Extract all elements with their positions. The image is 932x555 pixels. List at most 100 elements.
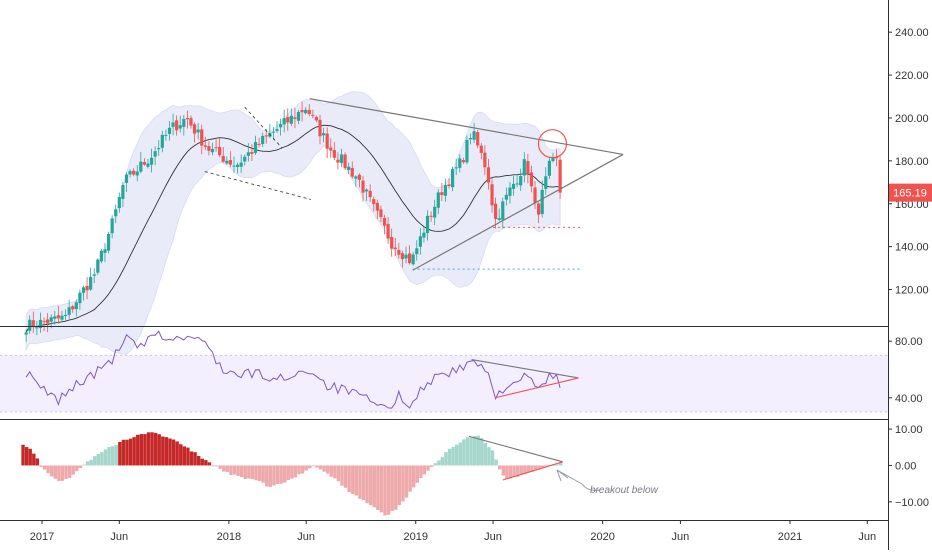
macd-histogram: [21, 432, 563, 516]
candle-body: [497, 218, 501, 220]
candle-body: [547, 160, 551, 176]
macd-bar: [329, 465, 333, 477]
macd-trendlines: [468, 435, 563, 481]
candle-body: [314, 117, 319, 121]
candle-body: [253, 141, 258, 153]
macd-bar: [394, 465, 398, 510]
rsi-trendline-grey: [471, 359, 579, 379]
macd-bar: [308, 465, 312, 469]
candle-body: [282, 118, 286, 125]
candle-body: [519, 175, 523, 186]
candle-body: [558, 159, 562, 193]
macd-bar: [189, 451, 194, 466]
macd-axis[interactable]: 10.00 0.00 −10.00: [888, 424, 929, 509]
candle-body: [483, 152, 487, 168]
macd-bar: [368, 465, 373, 506]
last-price-badge: 165.19: [889, 183, 932, 202]
macd-bar: [239, 465, 244, 478]
candle-body: [397, 249, 401, 255]
macd-bar: [110, 446, 115, 466]
macd-bar: [541, 465, 545, 468]
candle-body: [214, 147, 218, 149]
candle-body: [332, 150, 336, 158]
macd-bar: [530, 465, 534, 472]
rsi-trendlines: [471, 359, 579, 399]
macd-bar: [372, 465, 376, 508]
macd-bar: [386, 465, 391, 515]
candle-body: [67, 307, 71, 315]
candle-body: [433, 206, 437, 218]
candle-body: [293, 117, 297, 119]
candle-body: [361, 180, 365, 193]
macd-bar: [429, 465, 434, 468]
candle-body: [160, 134, 164, 148]
macd-bar: [57, 465, 61, 482]
macd-bar: [229, 465, 233, 476]
candle-body: [164, 134, 168, 136]
macd-bar: [544, 465, 548, 467]
macd-bar: [519, 465, 523, 475]
candle-body: [311, 114, 315, 116]
candle-body: [336, 159, 340, 163]
candle-body: [261, 135, 265, 145]
macd-pane[interactable]: breakout below: [21, 432, 659, 516]
candle-body: [63, 314, 68, 316]
candle-body: [182, 118, 186, 127]
macd-bar: [78, 465, 83, 468]
candle-body: [544, 176, 548, 189]
macd-bar: [494, 459, 498, 466]
macd-bar: [408, 465, 412, 492]
candle-body: [89, 276, 93, 290]
price-axis[interactable]: 120.00 140.00 160.00 180.00 200.00 220.00 240.…: [888, 27, 929, 297]
macd-bar: [171, 439, 176, 466]
macd-bar: [558, 462, 563, 466]
macd-bar: [107, 446, 111, 466]
candle-body: [218, 146, 222, 156]
macd-bar: [250, 465, 255, 480]
bollinger-band: [25, 91, 561, 355]
macd-bar: [193, 452, 197, 466]
macd-bar: [153, 432, 158, 466]
price-pane[interactable]: [24, 91, 624, 355]
macd-tick-label: 10.00: [895, 424, 923, 436]
time-axis[interactable]: 2017 Jun 2018 Jun 2019 Jun 2020 Jun 2021 Jun: [30, 520, 876, 543]
macd-bar: [50, 465, 54, 477]
candle-body: [142, 162, 146, 165]
candle-body: [246, 152, 250, 156]
macd-bar: [343, 465, 348, 488]
rsi-pane[interactable]: [0, 330, 888, 413]
time-tick-label: Jun: [484, 531, 502, 543]
candle-body: [400, 253, 405, 260]
macd-bar: [322, 465, 326, 472]
rsi-axis[interactable]: 40.00 80.00: [888, 336, 923, 405]
annotation-breakout-below: breakout below: [590, 485, 659, 496]
candle-body: [185, 118, 190, 120]
time-tick-label: 2021: [778, 531, 802, 543]
dashed-trendline: [204, 171, 311, 200]
time-tick-label: Jun: [297, 531, 315, 543]
macd-bar: [67, 465, 72, 479]
candle-body: [60, 315, 64, 320]
macd-bar: [247, 465, 251, 479]
macd-bar: [315, 465, 319, 468]
candle-body: [554, 157, 559, 159]
time-tick-label: Jun: [858, 531, 876, 543]
price-tick-label: 120.00: [895, 285, 929, 297]
macd-bar: [186, 447, 190, 466]
candle-body: [418, 236, 422, 247]
candle-body: [486, 167, 491, 183]
candle-body: [443, 185, 448, 196]
price-trendlines: [204, 98, 624, 271]
candle-body: [192, 124, 197, 134]
candle-body: [96, 259, 100, 273]
macd-bar: [257, 465, 262, 481]
macd-bar: [551, 464, 556, 466]
macd-bar: [175, 441, 179, 466]
macd-bar: [89, 459, 93, 466]
macd-bar: [282, 465, 287, 483]
candlesticks: [24, 101, 562, 342]
macd-bar: [476, 435, 480, 466]
macd-bar: [437, 460, 441, 466]
